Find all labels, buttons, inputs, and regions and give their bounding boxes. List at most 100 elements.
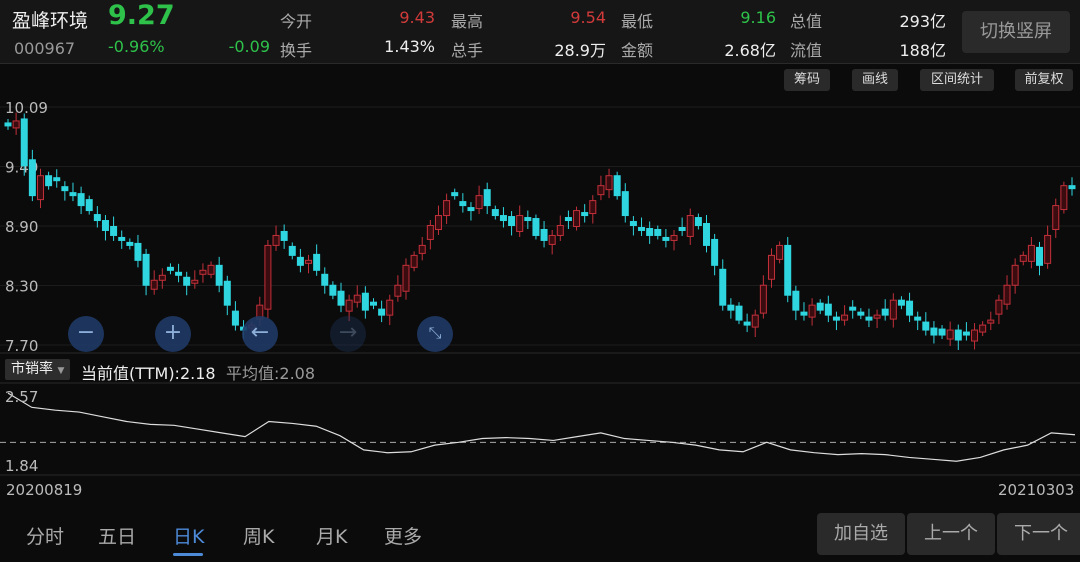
candle-body bbox=[53, 177, 61, 182]
toolbar-button[interactable]: 前复权 bbox=[1015, 69, 1073, 91]
toolbar-button[interactable]: 画线 bbox=[852, 69, 898, 91]
candle-body bbox=[12, 120, 20, 129]
start-date: 20200819 bbox=[6, 481, 83, 499]
candle-body bbox=[532, 218, 540, 236]
candle-body bbox=[556, 225, 564, 236]
stat-label: 流值 bbox=[790, 41, 823, 60]
stat-label: 总值 bbox=[790, 12, 823, 31]
stat-label: 最低 bbox=[621, 12, 654, 31]
candle-body bbox=[589, 200, 597, 215]
arrow-left-icon[interactable]: ← bbox=[242, 316, 278, 352]
end-date: 20210303 bbox=[998, 481, 1075, 499]
candle-body bbox=[272, 234, 280, 246]
y-tick-label: 8.90 bbox=[5, 218, 38, 236]
candle-body bbox=[849, 306, 857, 311]
stock-name: 盈峰环境 bbox=[12, 10, 89, 32]
candle-body bbox=[475, 195, 483, 210]
bottom-button-2[interactable]: 下一个 bbox=[997, 513, 1080, 555]
tab-4[interactable]: 月K bbox=[316, 526, 348, 548]
candle-body bbox=[914, 316, 922, 321]
candle-body bbox=[223, 280, 231, 306]
stat-value: 28.9万 bbox=[554, 41, 606, 60]
candle-body bbox=[20, 118, 28, 167]
candle-body bbox=[345, 299, 353, 312]
candle-body bbox=[69, 192, 77, 197]
candle-body bbox=[353, 294, 361, 303]
bottom-button-1[interactable]: 上一个 bbox=[907, 513, 995, 555]
candle-body bbox=[597, 185, 605, 196]
switch-portrait-button[interactable]: 切换竖屏 bbox=[962, 11, 1070, 53]
indicator-current: 当前值(TTM):2.18 bbox=[81, 364, 216, 383]
candle-body bbox=[459, 201, 467, 207]
candle-body bbox=[142, 253, 150, 286]
candle-body bbox=[134, 242, 142, 261]
candle-body bbox=[865, 316, 873, 321]
tab-0[interactable]: 分时 bbox=[26, 526, 65, 548]
candle-body bbox=[61, 186, 69, 192]
candle-body bbox=[85, 199, 93, 212]
candle-body bbox=[288, 245, 296, 256]
stat-label: 换手 bbox=[280, 41, 313, 60]
indicator-select[interactable]: 市销率 ▼ bbox=[5, 359, 71, 380]
indicator-name: 市销率 bbox=[11, 361, 53, 377]
candle-body bbox=[451, 192, 459, 197]
candle-body bbox=[800, 311, 808, 316]
candle-body bbox=[1003, 284, 1011, 305]
y-tick-label: 1.84 bbox=[5, 457, 38, 475]
candle-body bbox=[694, 217, 702, 227]
toolbar-button[interactable]: 区间统计 bbox=[920, 69, 994, 91]
change-percent: -0.96% bbox=[108, 37, 165, 56]
toolbar-button[interactable]: 筹码 bbox=[784, 69, 830, 91]
candle-body bbox=[199, 269, 207, 275]
candle-body bbox=[369, 301, 377, 306]
candle-body bbox=[28, 159, 36, 197]
candle-body bbox=[280, 230, 288, 241]
tab-3[interactable]: 周K bbox=[243, 526, 275, 548]
candle-body bbox=[321, 273, 329, 286]
candle-body bbox=[394, 284, 402, 297]
tab-5[interactable]: 更多 bbox=[384, 526, 423, 548]
candle-body bbox=[548, 234, 556, 245]
candle-body bbox=[686, 215, 694, 237]
candle-body bbox=[77, 193, 85, 207]
candle-body bbox=[378, 308, 386, 316]
candle-body bbox=[329, 284, 337, 296]
candle-body bbox=[337, 290, 345, 306]
candle-body bbox=[873, 314, 881, 319]
zoom-out-icon[interactable]: − bbox=[68, 316, 104, 352]
candle-body bbox=[150, 279, 158, 290]
stat-value: 9.43 bbox=[399, 8, 435, 27]
candle-body bbox=[857, 311, 865, 316]
dropdown-icon: ▼ bbox=[57, 366, 65, 376]
candle-body bbox=[1011, 264, 1019, 286]
candle-body bbox=[126, 241, 134, 246]
candle-body bbox=[410, 254, 418, 268]
candle-body bbox=[508, 216, 516, 227]
candle-body bbox=[638, 226, 646, 231]
tab-2[interactable]: 日K bbox=[173, 526, 205, 548]
ps-ratio-line bbox=[7, 392, 1076, 462]
zoom-in-icon[interactable]: + bbox=[155, 316, 191, 352]
candle-body bbox=[670, 234, 678, 241]
candle-body bbox=[808, 304, 816, 318]
arrow-right-icon[interactable]: → bbox=[330, 316, 366, 352]
candle-body bbox=[36, 175, 44, 201]
candle-body bbox=[784, 244, 792, 296]
current-price: 9.27 bbox=[108, 0, 175, 31]
stock-code: 000967 bbox=[14, 39, 76, 58]
candle-body bbox=[1044, 234, 1052, 264]
candlestick-chart[interactable]: 10.099.498.908.307.70 bbox=[0, 94, 1080, 356]
candle-body bbox=[175, 271, 183, 276]
candle-body bbox=[995, 299, 1003, 315]
bottom-button-0[interactable]: 加自选 bbox=[817, 513, 905, 555]
candle-body bbox=[678, 226, 686, 231]
candle-body bbox=[191, 279, 199, 284]
candle-body bbox=[962, 331, 970, 336]
tab-1[interactable]: 五日 bbox=[98, 526, 137, 548]
candle-body bbox=[305, 259, 313, 264]
y-tick-label: 2.57 bbox=[5, 388, 38, 406]
candle-body bbox=[483, 189, 491, 207]
collapse-icon[interactable]: ⤡ bbox=[417, 316, 453, 352]
candle-body bbox=[166, 266, 174, 271]
candle-body bbox=[938, 328, 946, 336]
